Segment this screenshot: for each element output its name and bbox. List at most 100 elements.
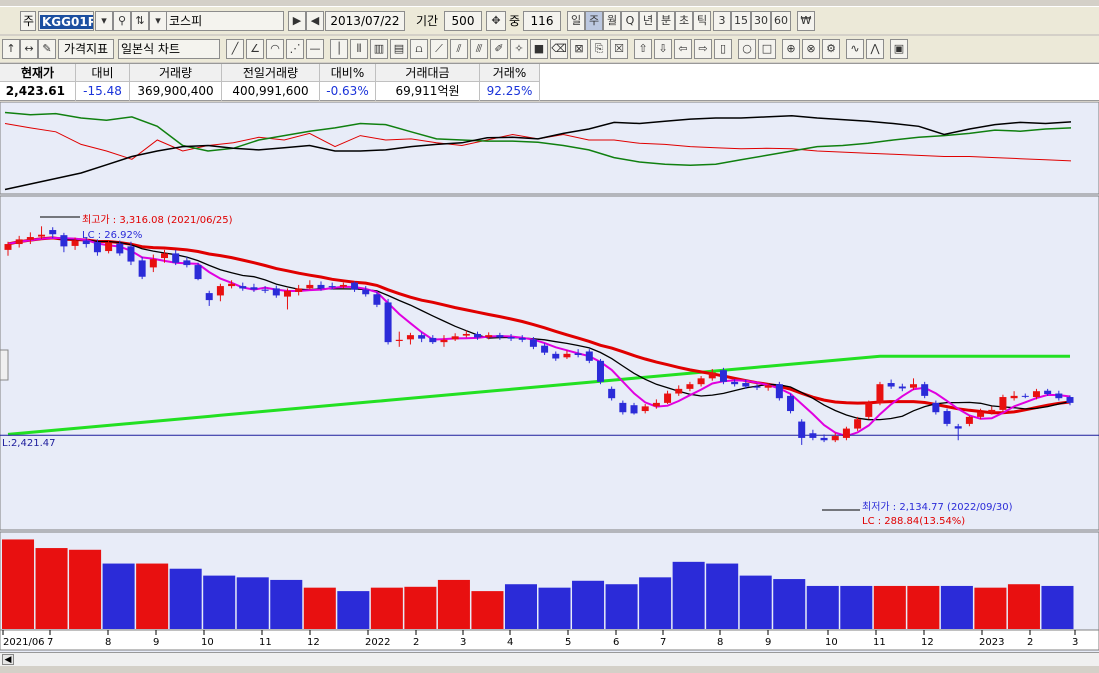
table-icon[interactable]: ▤	[390, 39, 408, 59]
candle-body	[563, 353, 571, 358]
pattern-icon[interactable]: ⫻	[470, 39, 488, 59]
candle-body	[596, 360, 604, 382]
count-input[interactable]: 116	[523, 11, 561, 31]
volume-bar	[404, 586, 437, 629]
volume-bar	[840, 585, 873, 629]
down-icon[interactable]: ⇩	[654, 39, 672, 59]
settings-icon[interactable]: ⚙	[822, 39, 840, 59]
volume-bar	[639, 577, 672, 629]
delete-icon[interactable]: ⊠	[570, 39, 588, 59]
unit-button[interactable]: 3	[713, 11, 731, 31]
candle-body	[261, 289, 269, 291]
channel-icon[interactable]: ⩍	[410, 39, 428, 59]
candle-body	[965, 416, 973, 424]
unit-button[interactable]: 15	[731, 11, 751, 31]
candle-body	[272, 288, 280, 296]
info-header: 현재가	[0, 64, 76, 82]
x-tick-label: 3	[460, 637, 466, 648]
candle-body	[105, 242, 113, 252]
pen-icon[interactable]: ✐	[490, 39, 508, 59]
circle-icon[interactable]: ○	[738, 39, 756, 59]
parallel-icon[interactable]: ⫽	[450, 39, 468, 59]
candle-body	[686, 384, 694, 389]
unit-button[interactable]: 30	[751, 11, 771, 31]
stock-chart[interactable]: L:2,421.47 최고가 : 3,316.08 (2021/06/25) LC …	[0, 102, 1099, 662]
chart-scrollbar[interactable]: ◀	[0, 652, 1099, 666]
volume-bar	[672, 561, 705, 629]
unit-button[interactable]: 60	[771, 11, 791, 31]
line-icon[interactable]: ╱	[226, 39, 244, 59]
zoom-in-icon[interactable]: ⊕	[782, 39, 800, 59]
date-field[interactable]: 2013/07/22	[325, 11, 405, 31]
save-icon[interactable]: ⎘	[590, 39, 608, 59]
indicator-button[interactable]: 가격지표	[58, 39, 114, 59]
sort-dropdown-icon[interactable]: ▾	[149, 11, 167, 31]
move-icon[interactable]: ✥	[486, 11, 506, 31]
hline-icon[interactable]: —	[306, 39, 324, 59]
scroll-left-icon[interactable]: ◀	[2, 654, 14, 665]
volume-bar	[907, 585, 940, 629]
candle-body	[149, 259, 157, 268]
right-icon[interactable]: ⇨	[694, 39, 712, 59]
oscillator-black-line	[4, 115, 1072, 191]
unit-button[interactable]: 분	[657, 11, 675, 31]
wave-icon[interactable]: ∿	[846, 39, 864, 59]
candle-body	[831, 436, 839, 441]
info-header: 거래량	[130, 64, 222, 82]
mountain-icon[interactable]: ⋀	[866, 39, 884, 59]
eraser-icon[interactable]: ⌫	[550, 39, 568, 59]
color-icon[interactable]: ■	[530, 39, 548, 59]
period-input[interactable]: 500	[444, 11, 482, 31]
arrow-up-icon[interactable]: ↑	[2, 39, 20, 59]
prev-icon[interactable]: ◀	[306, 11, 324, 31]
mode-selector[interactable]: 주	[20, 11, 36, 31]
candle-body	[529, 339, 537, 347]
next-icon[interactable]: ▶	[288, 11, 306, 31]
high-annotation: 최고가 : 3,316.08 (2021/06/25)	[82, 214, 233, 226]
arc-icon[interactable]: ◠	[266, 39, 284, 59]
volume-bar	[706, 563, 739, 629]
left-icon[interactable]: ⇦	[674, 39, 692, 59]
info-value: -0.63%	[320, 82, 376, 101]
vline-icon[interactable]: │	[330, 39, 348, 59]
unit-button[interactable]: 주	[585, 11, 603, 31]
unit-button[interactable]: 틱	[693, 11, 711, 31]
chart-type-select[interactable]: 일본식 차트	[118, 39, 220, 59]
unit-button[interactable]: Q	[621, 11, 639, 31]
search-icon[interactable]: ⚲	[113, 11, 131, 31]
edit-icon[interactable]: ✎	[38, 39, 56, 59]
close-box-icon[interactable]: ☒	[610, 39, 628, 59]
candle-body	[306, 284, 314, 289]
unit-button[interactable]: 월	[603, 11, 621, 31]
arrow-leftright-icon[interactable]: ↔	[20, 39, 38, 59]
ma10-line	[7, 237, 1071, 421]
wand-icon[interactable]: ✧	[510, 39, 528, 59]
low-lc-annotation: LC : 288.84(13.54%)	[862, 516, 965, 527]
sort-icon[interactable]: ⇅	[131, 11, 149, 31]
config-icon[interactable]: ▣	[890, 39, 908, 59]
trend-icon[interactable]: ⟋	[430, 39, 448, 59]
unit-button[interactable]: 년	[639, 11, 657, 31]
square-icon[interactable]: □	[758, 39, 776, 59]
bars-icon[interactable]: ▥	[370, 39, 388, 59]
code-input[interactable]: KGG01P	[38, 11, 94, 31]
grid-icon[interactable]: ⦀	[350, 39, 368, 59]
volume-bar	[35, 548, 68, 629]
volume-bar	[203, 575, 236, 629]
up-icon[interactable]: ⇧	[634, 39, 652, 59]
name-field[interactable]: 코스피	[166, 11, 284, 31]
candle-body	[898, 386, 906, 389]
candle-body	[909, 384, 917, 388]
toolbar-main: 주 KGG01P ▾ ⚲ ⇅ ▾ 코스피 ▶ ◀ 2013/07/22 기간 5…	[0, 6, 1099, 34]
fan-icon[interactable]: ⋰	[286, 39, 304, 59]
unit-button[interactable]: 일	[567, 11, 585, 31]
code-dropdown-icon[interactable]: ▾	[95, 11, 113, 31]
candle-body	[295, 288, 303, 292]
candle-body	[474, 333, 482, 338]
angle-icon[interactable]: ∠	[246, 39, 264, 59]
doc-icon[interactable]: ▯	[714, 39, 732, 59]
candle-body	[362, 289, 370, 295]
unit-button[interactable]: 초	[675, 11, 693, 31]
unit-button[interactable]: ₩	[797, 11, 815, 31]
zoom-icon[interactable]: ⊗	[802, 39, 820, 59]
